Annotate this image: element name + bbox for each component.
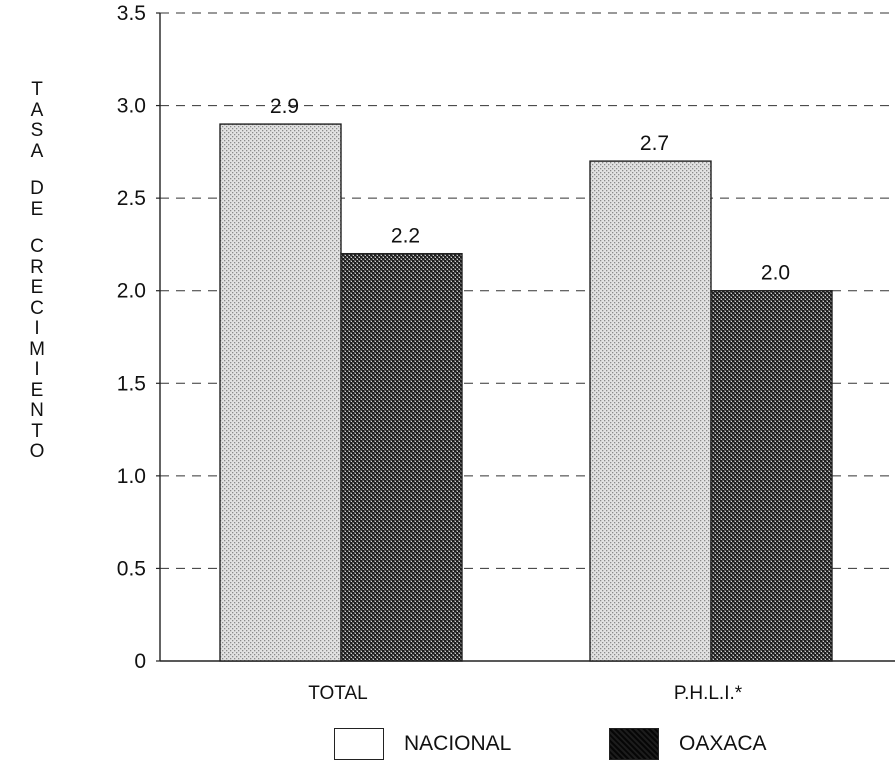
- y-axis-label-letter: T: [31, 420, 43, 442]
- legend-swatch-oaxaca: [609, 728, 659, 760]
- y-axis-label-letter: A: [30, 140, 44, 162]
- y-axis-label-letter: I: [34, 318, 40, 339]
- y-tick-label: 0: [134, 650, 146, 673]
- y-axis-label-letter: T: [31, 79, 43, 100]
- legend-label-nacional: NACIONAL: [404, 732, 512, 755]
- y-axis-label-letter: E: [30, 379, 44, 401]
- legend-item-oaxaca: OAXACA: [609, 724, 767, 764]
- y-tick-label: 1.5: [117, 372, 146, 395]
- y-axis-label-letter: S: [30, 120, 44, 141]
- y-axis-label-letter: E: [30, 198, 44, 220]
- y-axis-label-letter: C: [30, 236, 44, 257]
- x-tick-label: TOTAL: [308, 683, 367, 704]
- y-axis-label-letter: I: [34, 359, 40, 380]
- y-axis-label-letter: R: [30, 256, 44, 278]
- y-tick-label: 2.5: [117, 187, 146, 210]
- y-axis-label-letter: [34, 220, 39, 237]
- legend-swatch-nacional: [334, 728, 384, 760]
- data-label: 2.2: [391, 225, 420, 248]
- y-axis-label-letter: M: [29, 338, 45, 360]
- y-tick-label: 0.5: [117, 557, 146, 580]
- y-tick-label: 3.0: [117, 95, 146, 118]
- y-axis-label-letter: N: [30, 400, 44, 421]
- x-tick-label: P.H.L.I.*: [674, 683, 743, 704]
- bar-nacional-1: [589, 160, 712, 662]
- y-tick-label: 1.0: [117, 465, 146, 488]
- y-tick-label: 2.0: [117, 280, 146, 303]
- y-axis-label-letter: A: [30, 99, 44, 121]
- y-axis-label-letter: O: [29, 441, 45, 462]
- legend: NACIONAL OAXACA: [0, 724, 895, 764]
- y-axis-label-letter: D: [30, 178, 44, 199]
- legend-label-oaxaca: OAXACA: [679, 732, 767, 755]
- y-axis-label-letter: E: [30, 277, 44, 298]
- bar-oaxaca-0: [340, 252, 463, 662]
- y-axis-label-letter: [34, 162, 39, 179]
- data-label: 2.7: [640, 132, 669, 155]
- y-axis-label-letter: C: [30, 297, 44, 319]
- data-label: 2.9: [270, 95, 299, 118]
- legend-item-nacional: NACIONAL: [334, 724, 511, 764]
- y-tick-label: 3.5: [117, 2, 146, 25]
- data-label: 2.0: [761, 262, 790, 285]
- bar-oaxaca-1: [710, 290, 833, 662]
- bar-nacional-0: [219, 123, 342, 662]
